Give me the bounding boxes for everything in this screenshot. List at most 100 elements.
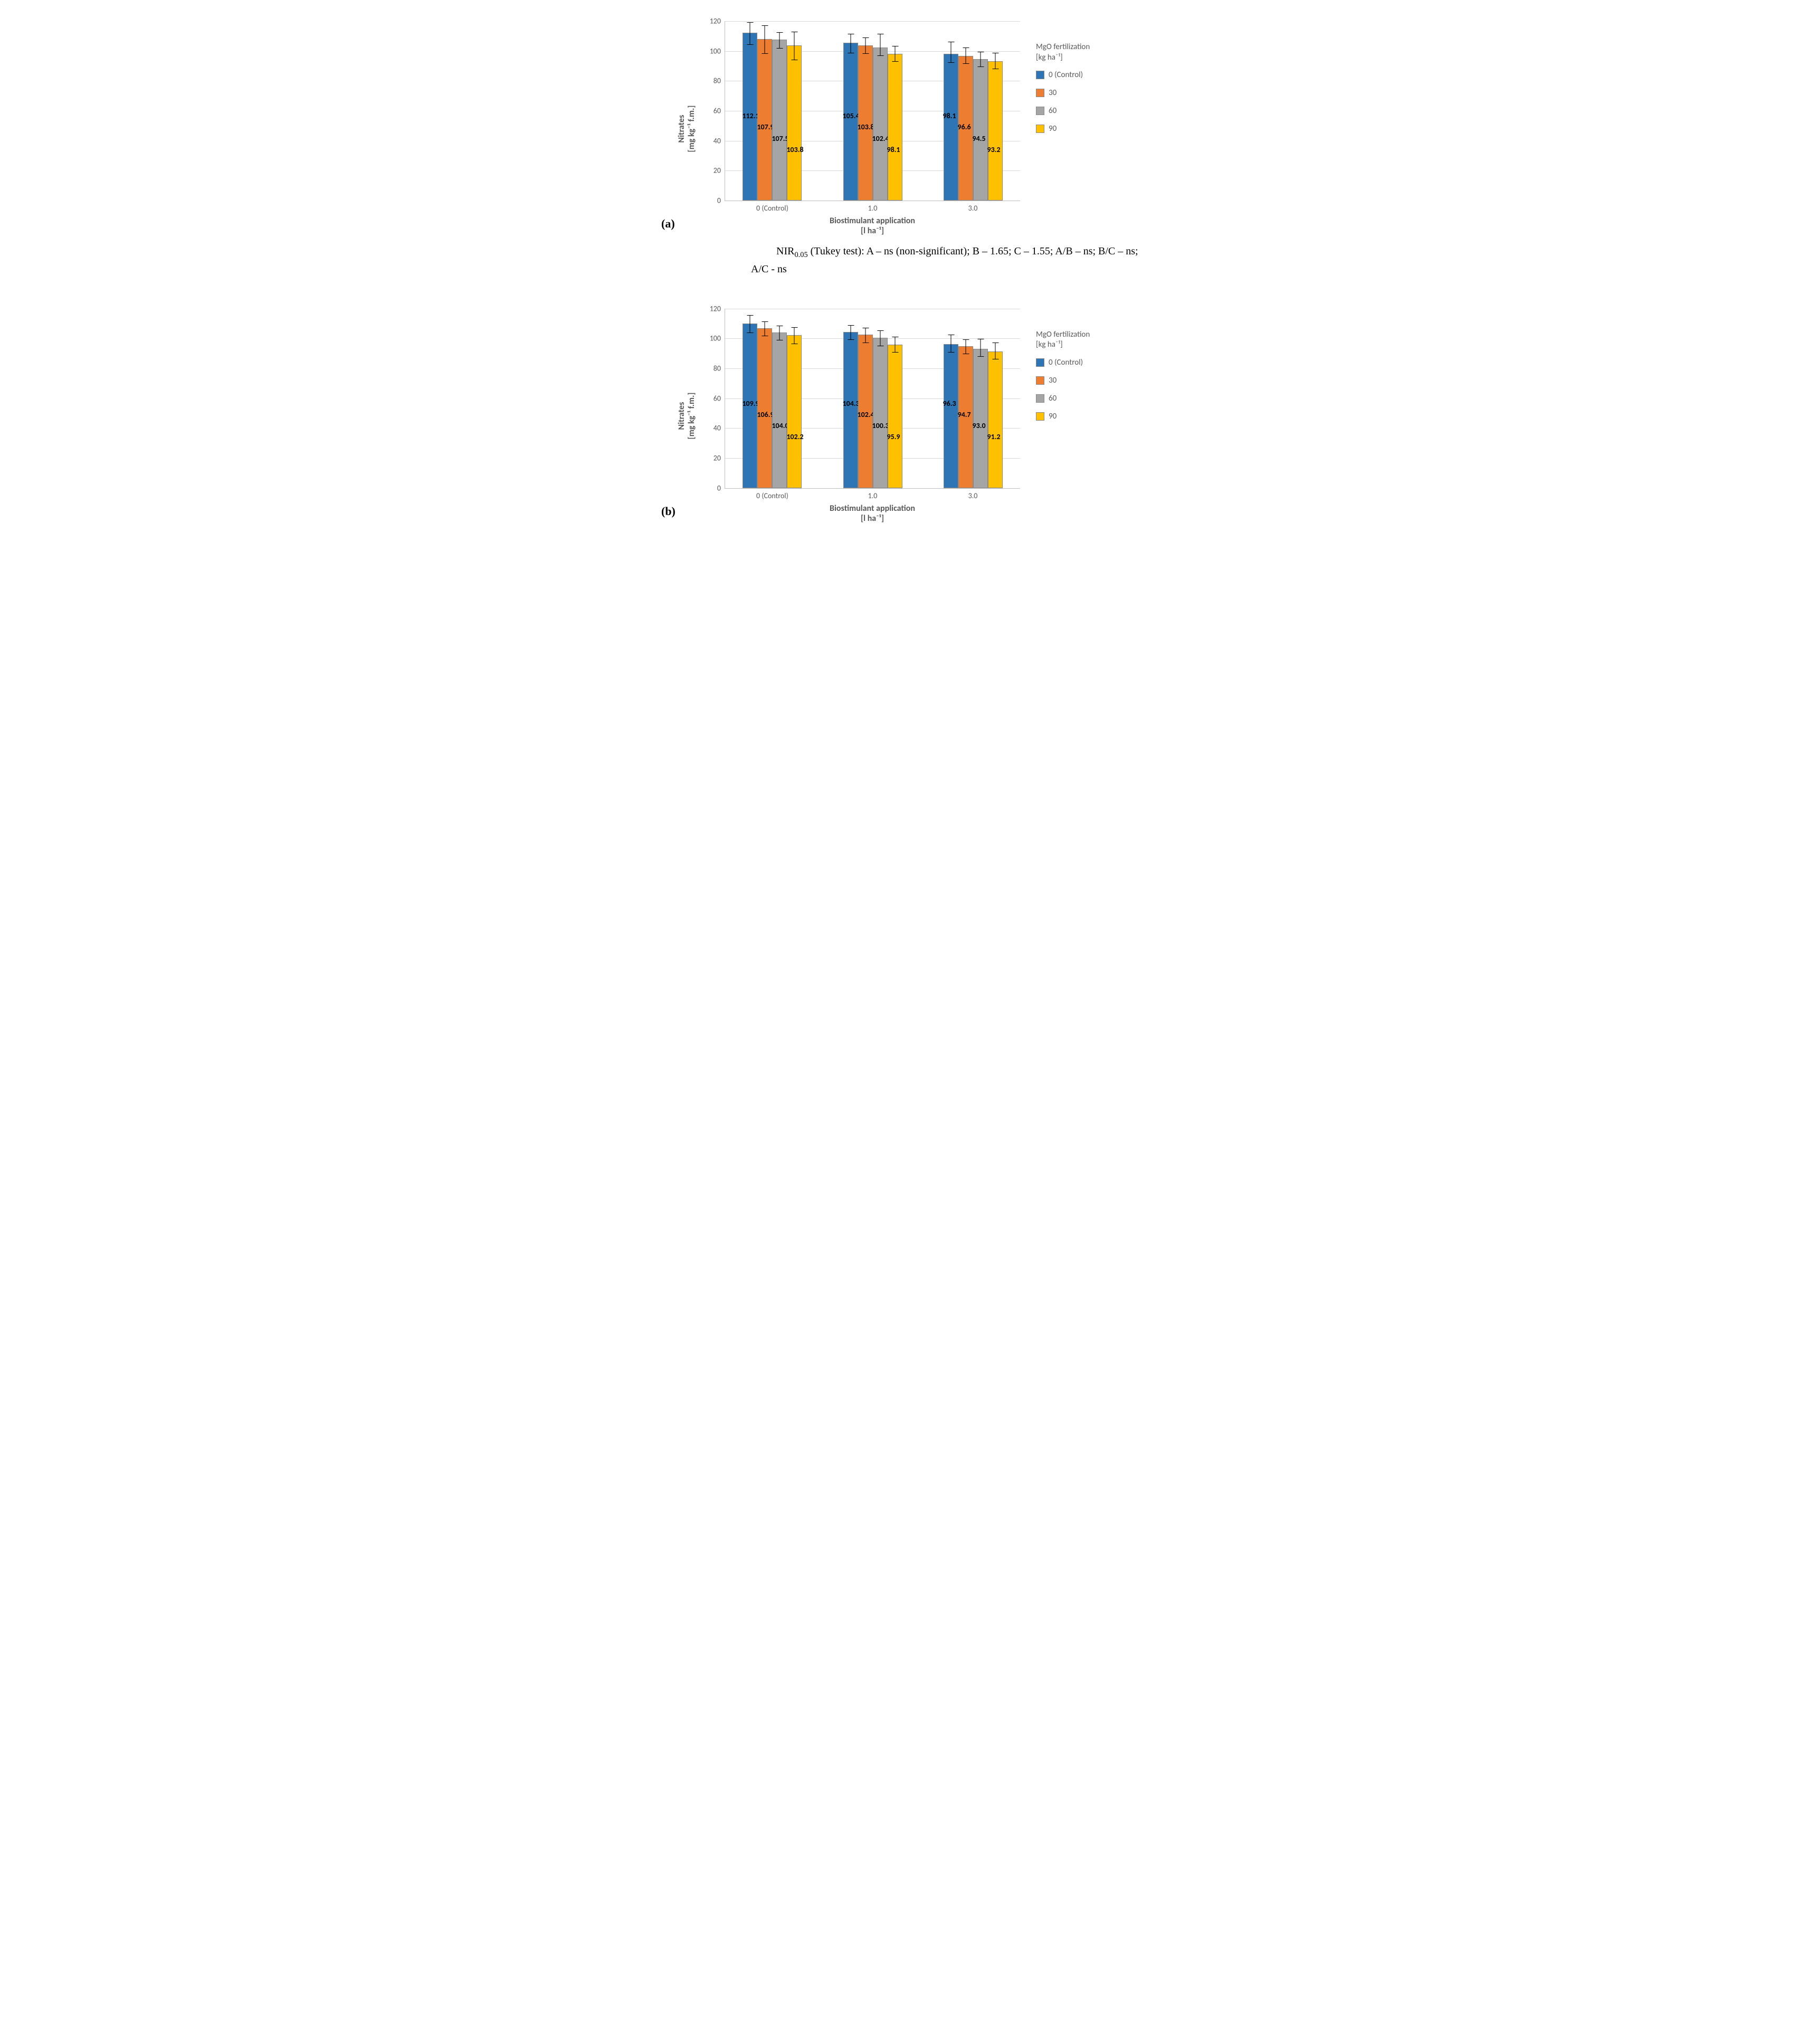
bar-group: 112.1 107.9 107.5 103.8: [743, 33, 802, 201]
legend-label: 30: [1049, 88, 1057, 98]
bar-value-label: 98.1: [943, 111, 956, 120]
y-axis-title-b: Nitrates [mg kg⁻¹ f.m.]: [677, 393, 697, 440]
x-tick-label: 0 (Control): [756, 491, 788, 500]
x-tick-label: 0 (Control): [756, 204, 788, 213]
error-bar: [794, 327, 795, 344]
legend-title-a: MgO fertilization [kg ha⁻¹]: [1036, 42, 1141, 63]
bar-value-label: 106.9: [757, 410, 774, 419]
legend-swatch: [1036, 89, 1044, 97]
y-tick-label: 100: [704, 46, 721, 55]
bar: 98.1: [888, 54, 902, 201]
legend-swatch: [1036, 412, 1044, 421]
chart-a: Nitrates [mg kg⁻¹ f.m.] 0204060801001201…: [682, 21, 1025, 236]
legend-label: 60: [1049, 106, 1057, 116]
bar-value-label: 109.9: [742, 399, 759, 408]
legend-label: 90: [1049, 124, 1057, 134]
xlabel-line2: [l ha⁻¹]: [861, 226, 884, 236]
bar-value-label: 103.8: [786, 145, 803, 154]
bar-value-label: 105.4: [843, 111, 860, 120]
bar: 102.2: [787, 335, 802, 488]
panel-label-a: (a): [661, 217, 682, 236]
legend-label: 30: [1049, 376, 1057, 385]
legend-swatch: [1036, 107, 1044, 115]
legend-swatch: [1036, 125, 1044, 133]
y-tick-label: 20: [704, 166, 721, 175]
legend-swatch: [1036, 376, 1044, 385]
bar: 95.9: [888, 345, 902, 488]
error-bar: [794, 32, 795, 60]
ylabel-line2: [mg kg⁻¹ f.m.]: [687, 105, 697, 152]
legend-label: 60: [1049, 394, 1057, 403]
bar: 112.1: [743, 33, 757, 201]
y-tick-label: 80: [704, 364, 721, 373]
legend-item: 0 (Control): [1036, 358, 1141, 367]
bar: 91.2: [988, 351, 1003, 488]
bar: 109.9: [743, 324, 757, 488]
x-tick-label: 3.0: [968, 204, 978, 213]
bar-value-label: 100.3: [872, 421, 889, 430]
bar: 103.8: [858, 45, 873, 201]
bar-value-label: 93.2: [987, 145, 1001, 154]
legend-label: 0 (Control): [1049, 358, 1083, 367]
bar-value-label: 98.1: [887, 145, 900, 154]
legend-b: MgO fertilization [kg ha⁻¹] 0 (Control) 3…: [1025, 309, 1141, 430]
bar-value-label: 95.9: [887, 432, 900, 441]
legend-item: 30: [1036, 88, 1141, 98]
y-tick-label: 120: [704, 304, 721, 313]
bar-value-label: 103.8: [858, 122, 874, 131]
bar: 107.5: [772, 40, 787, 201]
bar: 106.9: [757, 328, 772, 488]
bar: 96.3: [944, 344, 958, 488]
bar-value-label: 96.6: [958, 122, 971, 131]
y-tick-label: 20: [704, 453, 721, 462]
bar: 94.5: [973, 59, 988, 201]
bar: 93.2: [988, 61, 1003, 201]
xlabel-line2: [l ha⁻¹]: [861, 514, 884, 524]
legend-a: MgO fertilization [kg ha⁻¹] 0 (Control) 3…: [1025, 21, 1141, 142]
bar-value-label: 102.4: [858, 410, 874, 419]
xlabel-line1: Biostimulant application: [830, 216, 915, 226]
panel-label-b: (b): [661, 505, 682, 524]
bar: 100.3: [873, 338, 888, 488]
legend-title-b: MgO fertilization [kg ha⁻¹]: [1036, 330, 1141, 350]
ylabel-line1: Nitrates: [677, 402, 687, 430]
x-axis-title-a: Biostimulant application [l ha⁻¹]: [725, 216, 1020, 236]
caption-a: NIR0.05 (Tukey test): A – ns (non-signif…: [751, 243, 1141, 277]
y-tick-label: 60: [704, 107, 721, 116]
bar: 96.6: [958, 56, 973, 201]
legend-title-line2: [kg ha⁻¹]: [1036, 340, 1063, 349]
y-tick-label: 120: [704, 17, 721, 26]
legend-label: 0 (Control): [1049, 70, 1083, 80]
bar-value-label: 107.9: [757, 122, 774, 131]
bar: 102.4: [873, 47, 888, 201]
bar-value-label: 102.2: [786, 432, 803, 441]
panel-row-a: (a) Nitrates [mg kg⁻¹ f.m.] 020406080100…: [661, 21, 1147, 236]
legend-item: 30: [1036, 376, 1141, 385]
bar-value-label: 107.5: [772, 134, 788, 143]
legend-title-line1: MgO fertilization: [1036, 330, 1090, 339]
bar: 107.9: [757, 39, 772, 201]
legend-title-line2: [kg ha⁻¹]: [1036, 53, 1063, 62]
bar-value-label: 104.0: [772, 421, 788, 430]
legend-swatch: [1036, 394, 1044, 403]
x-tick-label: 3.0: [968, 491, 978, 500]
error-bar: [850, 325, 851, 340]
bar: 105.4: [843, 43, 858, 201]
bar-value-label: 112.1: [742, 111, 759, 120]
y-tick-label: 40: [704, 136, 721, 145]
bar-value-label: 94.7: [958, 410, 971, 419]
panel-row-b: (b) Nitrates [mg kg⁻¹ f.m.] 020406080100…: [661, 309, 1147, 524]
error-bar: [779, 32, 780, 49]
bar-group: 109.9 106.9 104.0 102.2: [743, 324, 802, 488]
error-bar: [950, 42, 951, 63]
chart-b: Nitrates [mg kg⁻¹ f.m.] 0204060801001201…: [682, 309, 1025, 524]
legend-title-line1: MgO fertilization: [1036, 42, 1090, 52]
bar: 104.3: [843, 332, 858, 488]
plot-area-a: 020406080100120112.1107.9107.5103.80 (Co…: [725, 21, 1020, 201]
error-bar: [779, 326, 780, 340]
legend-item: 90: [1036, 124, 1141, 134]
legend-item: 90: [1036, 412, 1141, 421]
xlabel-line1: Biostimulant application: [830, 503, 915, 514]
x-axis-title-b: Biostimulant application [l ha⁻¹]: [725, 503, 1020, 524]
y-tick-label: 100: [704, 334, 721, 343]
